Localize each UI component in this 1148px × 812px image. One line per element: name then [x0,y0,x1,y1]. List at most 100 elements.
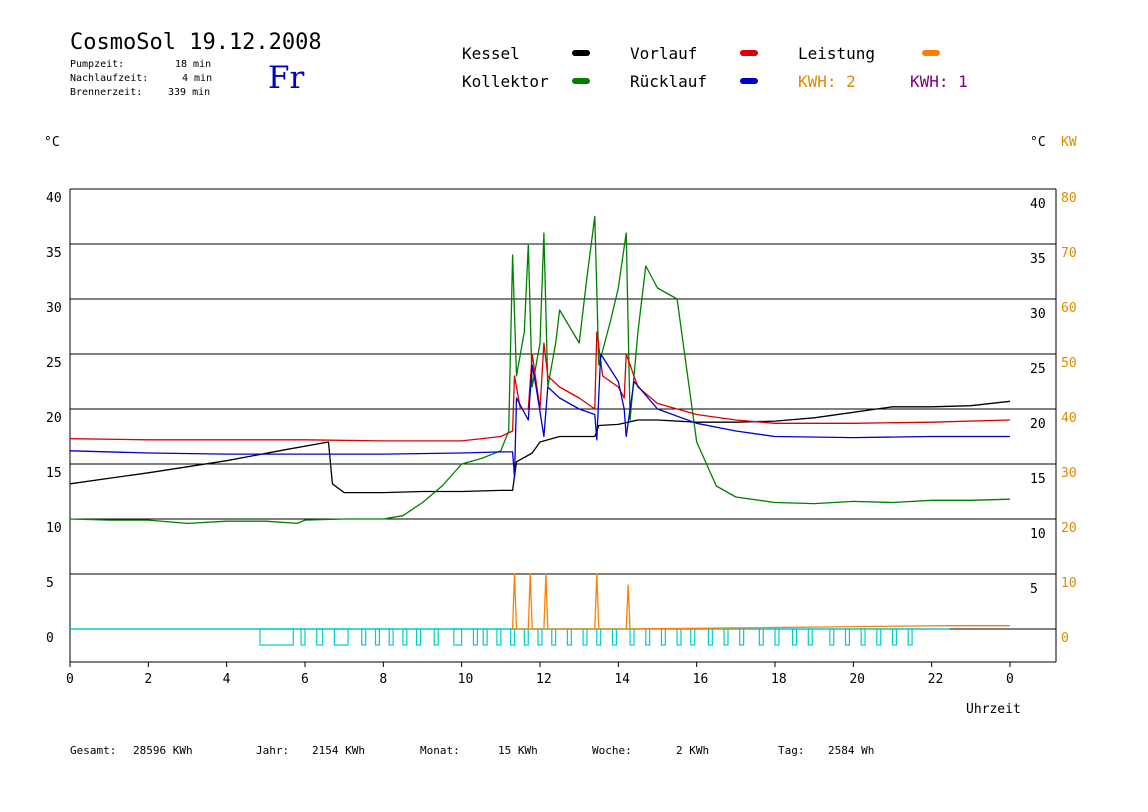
pump-pulse [860,628,866,646]
pump-pulse [333,628,349,646]
pump-pulse [792,628,798,646]
pump-pulse [433,628,439,646]
legend-kwh-1: KWH: 2 [798,72,856,91]
pump-pulse [844,628,851,646]
x-tick-label: 4 [223,672,231,687]
footer-monat-value: 15 KWh [498,744,538,757]
pump-pulse [388,628,394,646]
y-tick-label-right-kw: 20 [1061,521,1077,536]
x-tick-label: 16 [693,672,709,687]
y-tick-label-right-kw: 50 [1061,356,1077,371]
y-tick-label-left: 20 [46,411,62,426]
pump-pulse [496,628,502,646]
x-tick-label: 6 [301,672,309,687]
info-pumpzeit-value: 18 min [175,59,212,70]
series-line-vorlauf [69,331,1011,442]
legend-kessel-swatch [572,50,590,56]
legend-ruecklauf-swatch [740,78,758,84]
info-brennerzeit-value: 339 min [168,87,211,98]
y-tick-label-left: 25 [46,356,62,371]
legend-vorlauf-swatch [740,50,758,56]
legend-leistung: Leistung [798,44,876,63]
x-tick-label: 0 [1006,672,1014,687]
x-tick-label: 18 [771,672,787,687]
pump-pulse [807,628,813,646]
pump-pulse [774,628,780,646]
x-tick-label: 22 [928,672,944,687]
series-line-kessel [69,400,1011,494]
chart-title: CosmoSol 19.12.2008 [70,30,322,55]
pump-pulse [891,628,898,646]
y-tick-label-right-c: 35 [1030,252,1046,267]
y-tick-label-right-c: 20 [1030,417,1046,432]
info-nachlaufzeit-label: Nachlaufzeit: [70,73,149,84]
pump-pulse [907,628,913,646]
y-tick-label-right-kw: 40 [1061,411,1077,426]
y-tick-label-left: 40 [46,191,62,206]
y-tick-label-right-kw: 30 [1061,466,1077,481]
info-brennerzeit-label: Brennerzeit: [70,87,143,98]
y-tick-label-right-c: 15 [1030,472,1046,487]
y-tick-label-right-c: 5 [1030,582,1038,597]
legend-kollektor-swatch [572,78,590,84]
legend-leistung-swatch [922,50,940,56]
x-tick-label: 8 [379,672,387,687]
pump-pulse [723,628,729,646]
y-tick-label-right-kw: 60 [1061,301,1077,316]
pump-pulse [551,628,557,646]
footer-tag-value: 2584 Wh [828,744,875,757]
y-tick-label-left: 5 [46,576,54,591]
pump-pulse [510,628,516,646]
pump-pulse [259,628,294,646]
pump-pulse [629,628,635,646]
pump-pulse [707,628,713,646]
footer-woche-value: 2 KWh [676,744,710,757]
pump-pulse [374,628,381,646]
legend-kessel: Kessel [462,44,520,63]
pump-pulse [316,628,324,646]
series-line-rücklauf [69,353,1010,478]
pump-pulse [402,628,408,646]
x-tick-label: 0 [66,672,74,687]
pump-pulse [416,628,422,646]
series-line-kollektor [69,215,1011,525]
pump-pulse [537,628,543,646]
legend-ruecklauf: Rücklauf [630,72,708,91]
footer-jahr-label: Jahr: [256,744,290,757]
pump-pulse [676,628,682,646]
x-tick-label: 14 [614,672,630,687]
pump-pulse [660,628,666,646]
right-axis-unit-c: °C [1030,135,1046,150]
y-tick-label-left: 35 [46,246,62,261]
pump-pulse [361,628,367,646]
left-axis-unit: °C [44,135,60,150]
pump-pulse [300,628,306,646]
pump-pulse [758,628,764,646]
legend-kollektor: Kollektor [462,72,549,91]
pump-pulse [829,628,835,646]
pump-pulse [596,628,602,646]
y-tick-label-right-kw: 0 [1061,631,1069,646]
pump-pulse [523,628,529,646]
y-tick-label-right-c: 40 [1030,197,1046,212]
y-tick-label-right-c: 10 [1030,527,1046,542]
y-tick-label-right-c: 25 [1030,362,1046,377]
series-line-leistung [511,573,1010,630]
y-tick-label-right-kw: 70 [1061,246,1077,261]
right-axis-unit-kw: KW [1061,135,1077,150]
footer-monat-label: Monat: [420,744,460,757]
pump-pulse [876,628,882,646]
pump-pulse [482,628,488,646]
footer-jahr-value: 2154 KWh [312,744,365,757]
pump-pulse [739,628,745,646]
pump-pulse [645,628,651,646]
x-tick-label: 20 [849,672,865,687]
pump-pulse [582,628,588,646]
y-tick-label-left: 30 [46,301,62,316]
footer-gesamt-value: 28596 KWh [133,744,193,757]
footer-gesamt-label: Gesamt: [70,744,117,757]
pump-pulse [453,628,463,646]
y-tick-label-left: 0 [46,631,54,646]
pump-pulse [472,628,478,646]
